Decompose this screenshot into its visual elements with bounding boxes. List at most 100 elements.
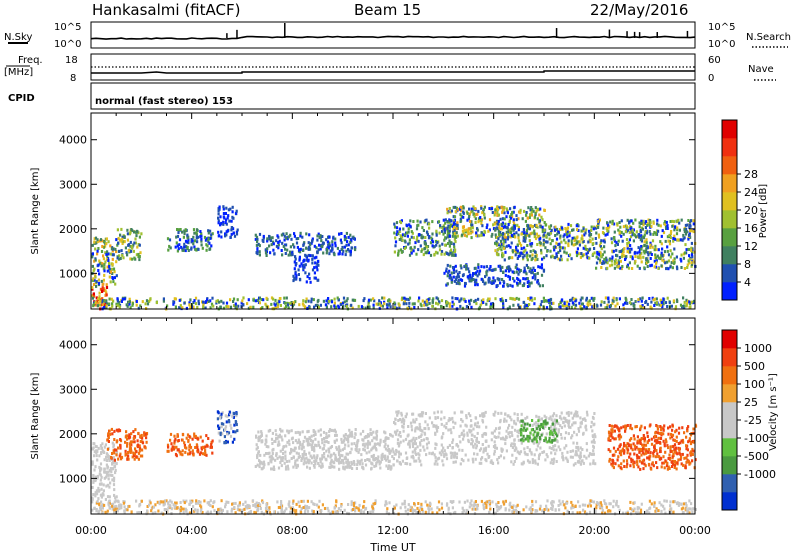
heatmap-cell xyxy=(299,278,301,281)
heatmap-cell xyxy=(649,233,651,236)
heatmap-cell xyxy=(381,297,383,300)
heatmap-cell xyxy=(115,469,117,472)
heatmap-cell xyxy=(617,229,619,232)
heatmap-cell xyxy=(435,230,437,233)
heatmap-cell xyxy=(225,425,227,428)
heatmap-cell xyxy=(460,462,462,465)
heatmap-cell xyxy=(658,224,660,227)
colorbar-tick-label: 12 xyxy=(744,240,758,253)
heatmap-cell xyxy=(278,440,280,443)
heatmap-cell xyxy=(544,246,546,249)
heatmap-cell xyxy=(221,425,223,428)
heatmap-cell xyxy=(568,303,570,306)
heatmap-cell xyxy=(516,297,518,300)
heatmap-cell xyxy=(346,299,348,302)
heatmap-cell xyxy=(385,448,387,451)
heatmap-cell xyxy=(298,273,300,276)
heatmap-cell xyxy=(417,427,419,430)
heatmap-cell xyxy=(288,439,290,442)
heatmap-cell xyxy=(477,432,479,435)
cpid-label: CPID xyxy=(8,93,35,104)
heatmap-cell xyxy=(413,236,415,239)
heatmap-cell xyxy=(195,302,197,305)
heatmap-cell xyxy=(472,428,474,431)
heatmap-cell xyxy=(617,448,619,451)
heatmap-cell xyxy=(586,442,588,445)
heatmap-cell xyxy=(421,411,423,414)
heatmap-cell xyxy=(670,256,672,259)
heatmap-cell xyxy=(516,218,518,221)
heatmap-cell xyxy=(404,240,406,243)
heatmap-cell xyxy=(342,448,344,451)
heatmap-cell xyxy=(417,224,419,227)
heatmap-cell xyxy=(293,246,295,249)
heatmap-cell xyxy=(598,236,600,239)
heatmap-cell xyxy=(194,446,196,449)
heatmap-cell xyxy=(321,245,323,248)
heatmap-cell xyxy=(676,267,678,270)
heatmap-cell xyxy=(410,439,412,442)
heatmap-cell xyxy=(407,434,409,437)
heatmap-cell xyxy=(665,267,667,270)
heatmap-cell xyxy=(524,267,526,270)
heatmap-cell xyxy=(503,206,505,209)
heatmap-cell xyxy=(521,424,523,427)
heatmap-cell xyxy=(106,459,108,462)
heatmap-cell xyxy=(117,458,119,461)
heatmap-cell xyxy=(403,302,405,305)
heatmap-cell xyxy=(394,236,396,239)
heatmap-cell xyxy=(451,441,453,444)
heatmap-cell xyxy=(310,281,312,284)
heatmap-cell xyxy=(447,242,449,245)
heatmap-cell xyxy=(114,270,116,273)
heatmap-cell xyxy=(618,265,620,268)
heatmap-cell xyxy=(450,223,452,226)
heatmap-cell xyxy=(475,302,477,305)
heatmap-cell xyxy=(175,236,177,239)
colorbar-segment xyxy=(722,174,737,192)
heatmap-cell xyxy=(295,258,297,261)
heatmap-cell xyxy=(98,489,100,492)
heatmap-cell xyxy=(534,258,536,261)
heatmap-cell xyxy=(113,488,115,491)
heatmap-cell xyxy=(175,298,177,301)
heatmap-cell xyxy=(540,249,542,252)
heatmap-cell xyxy=(625,255,627,258)
heatmap-cell xyxy=(348,236,350,239)
heatmap-cell xyxy=(531,419,533,422)
heatmap-cell xyxy=(125,430,127,433)
heatmap-cell xyxy=(388,298,390,301)
heatmap-cell xyxy=(608,300,610,303)
heatmap-cell xyxy=(551,439,553,442)
heatmap-cell xyxy=(311,262,313,265)
heatmap-cell xyxy=(221,422,223,425)
heatmap-cell xyxy=(340,239,342,242)
heatmap-cell xyxy=(513,463,515,466)
heatmap-cell xyxy=(112,253,114,256)
heatmap-cell xyxy=(523,210,525,213)
heatmap-cell xyxy=(484,217,486,220)
heatmap-cell xyxy=(274,440,276,443)
heatmap-cell xyxy=(635,235,637,238)
heatmap-cell xyxy=(284,434,286,437)
heatmap-cell xyxy=(495,436,497,439)
heatmap-cell xyxy=(104,261,106,264)
heatmap-cell xyxy=(466,305,468,308)
heatmap-cell xyxy=(263,235,265,238)
heatmap-cell xyxy=(394,431,396,434)
heatmap-cell xyxy=(559,249,561,252)
heatmap-cell xyxy=(505,299,507,302)
heatmap-cell xyxy=(295,447,297,450)
heatmap-cell xyxy=(313,446,315,449)
heatmap-cell xyxy=(534,269,536,272)
heatmap-cell xyxy=(202,247,204,250)
heatmap-cell xyxy=(665,301,667,304)
heatmap-cell xyxy=(323,437,325,440)
heatmap-cell xyxy=(609,264,611,267)
heatmap-cell xyxy=(436,241,438,244)
heatmap-cell xyxy=(657,255,659,258)
heatmap-cell xyxy=(147,302,149,305)
heatmap-cell xyxy=(649,244,651,247)
heatmap-cell xyxy=(135,450,137,453)
heatmap-cell xyxy=(615,249,617,252)
